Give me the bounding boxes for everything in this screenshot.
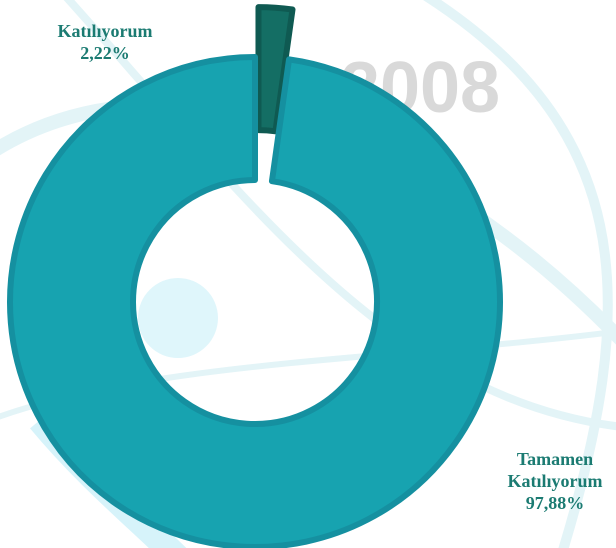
label-group: Katılıyorum 2,22%	[35, 20, 175, 64]
value-label: 2,22%	[35, 42, 175, 64]
category-label: Katılıyorum	[35, 20, 175, 42]
category-label: Tamamen Katılıyorum	[495, 448, 615, 492]
slice	[10, 57, 500, 547]
value-label: 97,88%	[495, 492, 615, 514]
chart: 2008 Katılıyorum 2,22% Tamamen Katılıyor…	[0, 0, 616, 548]
background-sphere	[138, 278, 218, 358]
label-group: Tamamen Katılıyorum 97,88%	[495, 448, 615, 514]
